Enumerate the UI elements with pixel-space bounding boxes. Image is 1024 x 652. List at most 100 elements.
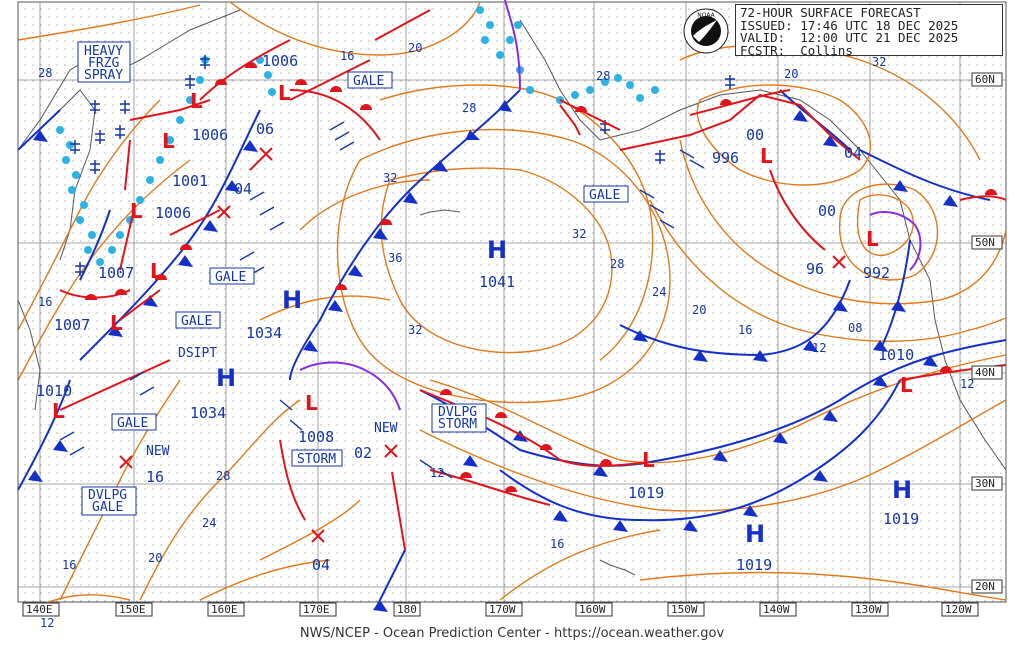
low-pressure: 1007 <box>54 316 90 334</box>
svg-text:12: 12 <box>812 341 826 355</box>
svg-text:08: 08 <box>848 321 862 335</box>
latitude-labels: 60N 50N 40N 30N 20N <box>971 72 1003 594</box>
gale-label: GALE <box>181 314 212 329</box>
svg-text:28: 28 <box>216 469 230 483</box>
low-pressure: 1006 <box>262 52 298 70</box>
svg-text:L: L <box>760 144 773 168</box>
svg-text:L: L <box>278 81 291 105</box>
dvlpg-gale-label: DVLPG <box>88 488 127 503</box>
svg-text:SPRAY: SPRAY <box>84 68 123 83</box>
forecast-position: 96 <box>806 260 824 278</box>
isobar-labels: 28 16 20 28 32 36 32 28 24 20 16 12 08 3… <box>38 41 974 630</box>
isobars <box>17 1 1007 611</box>
svg-text:L: L <box>642 448 655 472</box>
lon-label: 140E <box>26 603 53 616</box>
low-centers: LLL LLL LLL LLL <box>52 81 913 472</box>
svg-text:32: 32 <box>383 171 397 185</box>
forecast-position: 16 <box>146 468 164 486</box>
heavy-freezing-spray-boundary <box>119 93 861 271</box>
ice-accretion-symbols <box>70 55 735 276</box>
wind-barbs <box>59 121 705 479</box>
svg-text:24: 24 <box>202 516 216 530</box>
low-pressure: 1019 <box>628 484 664 502</box>
lat-label: 60N <box>975 73 995 86</box>
high-pressure-values: 1041 1034 1034 1019 1019 <box>190 273 919 574</box>
warm-front-semicircles <box>85 62 997 492</box>
svg-text:28: 28 <box>462 101 476 115</box>
longitude-labels: 140E 150E 160E 170E 180 170W 160W 150W 1… <box>22 602 979 617</box>
occluded-fronts <box>299 0 922 411</box>
lon-label: 180 <box>397 603 417 616</box>
gale-label: GALE <box>353 74 384 89</box>
low-pressure: 1008 <box>298 428 334 446</box>
svg-text:28: 28 <box>596 69 610 83</box>
warning-labels: HEAVY FRZG SPRAY GALE GALE GALE GALE GAL… <box>77 41 629 516</box>
svg-text:32: 32 <box>872 55 886 69</box>
svg-text:NOAA: NOAA <box>697 12 715 19</box>
svg-text:20: 20 <box>148 551 162 565</box>
gale-label: GALE <box>215 270 246 285</box>
svg-text:12: 12 <box>40 616 54 630</box>
svg-text:16: 16 <box>738 323 752 337</box>
map-frame <box>17 1 1007 603</box>
high-symbol: H <box>745 520 765 548</box>
low-pressure: 1007 <box>98 264 134 282</box>
low-pressure: 1010 <box>878 346 914 364</box>
lon-label: 120W <box>945 603 972 616</box>
valid-time: VALID: 12:00 UTC 21 DEC 2025 <box>740 30 959 45</box>
lon-label: 170W <box>489 603 516 616</box>
lat-label: 30N <box>975 477 995 490</box>
svg-text:12: 12 <box>430 466 444 480</box>
svg-text:16: 16 <box>62 558 76 572</box>
lat-label: 50N <box>975 236 995 249</box>
lon-label: 150E <box>119 603 146 616</box>
lat-label: 20N <box>975 580 995 593</box>
low-pressure-values: 1006 1006 1001 1006 1007 1007 1010 1008 … <box>36 52 914 502</box>
svg-text:L: L <box>150 259 163 283</box>
forecast-position-markers <box>119 147 846 543</box>
high-centers: H H H H H <box>216 236 912 548</box>
new-label: NEW <box>374 421 398 436</box>
forecast-positions: 06 04 04 02 00 00 96 04 16 <box>146 120 862 574</box>
svg-text:L: L <box>110 311 123 335</box>
forecast-position: 00 <box>746 126 764 144</box>
heavy-frzg-label: HEAVY <box>84 44 123 59</box>
high-pressure: 1034 <box>190 404 226 422</box>
svg-text:L: L <box>305 391 318 415</box>
svg-text:16: 16 <box>550 537 564 551</box>
svg-text:28: 28 <box>610 257 624 271</box>
storm-label: STORM <box>297 452 336 467</box>
forecast-position: 04 <box>234 180 252 198</box>
storm-track-arrows <box>59 9 826 551</box>
lon-label: 170E <box>303 603 330 616</box>
svg-text:32: 32 <box>408 323 422 337</box>
high-pressure: 1034 <box>246 324 282 342</box>
svg-text:20: 20 <box>408 41 422 55</box>
low-pressure: 1001 <box>172 172 208 190</box>
high-symbol: H <box>282 286 302 314</box>
low-pressure: 1010 <box>36 382 72 400</box>
svg-text:20: 20 <box>692 303 706 317</box>
dsipt-label: DSIPT <box>178 346 217 361</box>
high-pressure: 1019 <box>883 510 919 528</box>
svg-text:L: L <box>900 373 913 397</box>
issued-time: ISSUED: 17:46 UTC 18 DEC 2025 <box>740 17 959 33</box>
forecast-position: 04 <box>844 144 862 162</box>
lon-label: 130W <box>855 603 882 616</box>
forecast-position: 00 <box>818 202 836 220</box>
gale-label: GALE <box>589 188 620 203</box>
dvlpg-storm-label: DVLPG <box>438 405 477 420</box>
lon-label: 140W <box>763 603 790 616</box>
svg-text:STORM: STORM <box>438 417 477 432</box>
lon-label: 150W <box>671 603 698 616</box>
svg-text:FRZG: FRZG <box>88 56 119 71</box>
footer-credit: NWS/NCEP - Ocean Prediction Center - htt… <box>299 626 725 641</box>
forecast-position: 06 <box>256 120 274 138</box>
lat-label: 40N <box>975 366 995 379</box>
high-pressure: 1041 <box>479 273 515 291</box>
svg-text:20: 20 <box>784 67 798 81</box>
svg-text:L: L <box>190 89 203 113</box>
high-pressure: 1019 <box>736 556 772 574</box>
low-pressure: 1006 <box>155 204 191 222</box>
